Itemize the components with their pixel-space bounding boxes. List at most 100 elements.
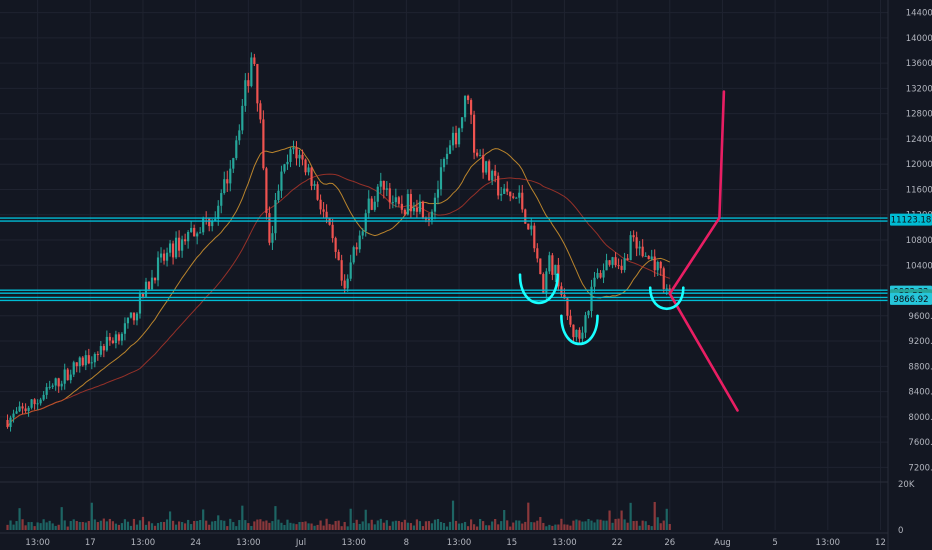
candle-body: [662, 268, 665, 289]
candle-body: [415, 207, 419, 212]
volume-bar: [6, 524, 9, 530]
candle-body: [497, 175, 500, 196]
volume-bar: [271, 521, 274, 530]
volume-bar: [614, 518, 617, 530]
candle-body: [536, 248, 539, 259]
volume-bar: [171, 520, 175, 530]
candle-body: [476, 152, 479, 156]
candle-body: [12, 413, 15, 418]
volume-bar: [307, 523, 310, 530]
volume-bar: [331, 524, 334, 530]
candle-body: [367, 198, 370, 214]
ma-fast-line: [7, 145, 671, 428]
volume-bar: [518, 520, 521, 530]
candle-body: [322, 209, 325, 212]
volume-bar: [165, 519, 169, 530]
drawings[interactable]: [518, 90, 739, 412]
volume-bar: [42, 519, 45, 530]
candle-body: [361, 231, 364, 236]
candle-body: [6, 420, 9, 428]
volume-bar: [385, 520, 388, 530]
volume-bar: [72, 519, 75, 530]
time-tick-label: 22: [612, 538, 623, 548]
candle-body: [334, 238, 337, 252]
volume-bar: [466, 526, 470, 530]
candle-body: [250, 57, 253, 87]
candle-body: [343, 280, 346, 289]
volume-bar: [325, 518, 328, 530]
volume-bar: [168, 511, 172, 530]
volume-bar: [506, 520, 509, 530]
time-tick-label: 15: [506, 538, 517, 548]
candle-body: [81, 357, 84, 366]
volume-bar: [138, 520, 142, 530]
horizontal-levels[interactable]: [0, 217, 888, 302]
volume-bar: [84, 522, 87, 530]
pattern-arc[interactable]: [560, 314, 599, 346]
candle-body: [331, 224, 334, 239]
candle-body: [271, 233, 274, 243]
volume-bar: [45, 522, 48, 530]
time-tick-label: Jul: [295, 538, 306, 548]
volume-bar: [352, 522, 355, 530]
candle-body: [355, 247, 358, 250]
candle-body: [138, 292, 142, 314]
volume-bar: [373, 524, 376, 530]
volume-bar: [394, 520, 397, 530]
time-tick-label: 13:00: [552, 538, 577, 548]
moving-averages: [7, 145, 671, 428]
pattern-arc[interactable]: [648, 286, 685, 311]
price-tick-label: 7600.00: [908, 438, 932, 448]
candle-body: [181, 239, 184, 251]
volume-bar: [436, 519, 440, 530]
volume-bar: [403, 519, 406, 530]
candle-body: [572, 324, 575, 338]
volume-tick-label: 20K: [898, 480, 915, 490]
volume-bar: [665, 508, 668, 530]
time-tick-label: 24: [190, 538, 201, 548]
candle-body: [165, 252, 169, 261]
volume-bar: [476, 526, 479, 530]
volume-bar: [382, 522, 385, 530]
volume-bar: [409, 523, 412, 530]
volume-bar: [298, 521, 301, 530]
candle-body: [412, 207, 415, 212]
time-tick-label: 12: [875, 538, 886, 548]
volume-bar: [647, 525, 650, 530]
volume-bar: [187, 519, 190, 530]
volume-bar: [668, 524, 671, 530]
volume-bar: [349, 508, 352, 530]
pattern-arc[interactable]: [518, 273, 559, 304]
price-label-box: [890, 213, 932, 226]
volume-bar: [638, 525, 641, 530]
candle-body: [244, 80, 247, 106]
candle-body: [545, 271, 548, 294]
volume-bar: [9, 520, 12, 530]
candle-body: [286, 161, 289, 165]
candle-body: [217, 205, 220, 219]
projection-down-line[interactable]: [668, 292, 739, 412]
candle-body: [174, 237, 178, 258]
candle-body: [430, 211, 434, 220]
candle-body: [614, 257, 617, 266]
time-tick-label: Aug: [714, 538, 731, 548]
volume-bar: [473, 524, 476, 530]
volume-bar: [355, 519, 358, 530]
volume-bar: [262, 521, 265, 530]
candle-body: [548, 255, 551, 272]
candle-body: [653, 256, 656, 271]
volume-bar: [190, 524, 193, 530]
candle-body: [126, 317, 130, 324]
projection-up-line[interactable]: [668, 90, 726, 295]
volume-bar: [593, 522, 596, 530]
candle-body: [63, 369, 66, 384]
volume-bar: [491, 521, 494, 530]
volume-bar: [560, 518, 563, 530]
time-tick-label: 8: [404, 538, 409, 548]
volume-bar: [153, 525, 157, 530]
candle-body: [18, 406, 21, 412]
volume-bar: [54, 525, 57, 530]
candle-body: [33, 399, 36, 405]
volume-bar: [569, 525, 572, 530]
